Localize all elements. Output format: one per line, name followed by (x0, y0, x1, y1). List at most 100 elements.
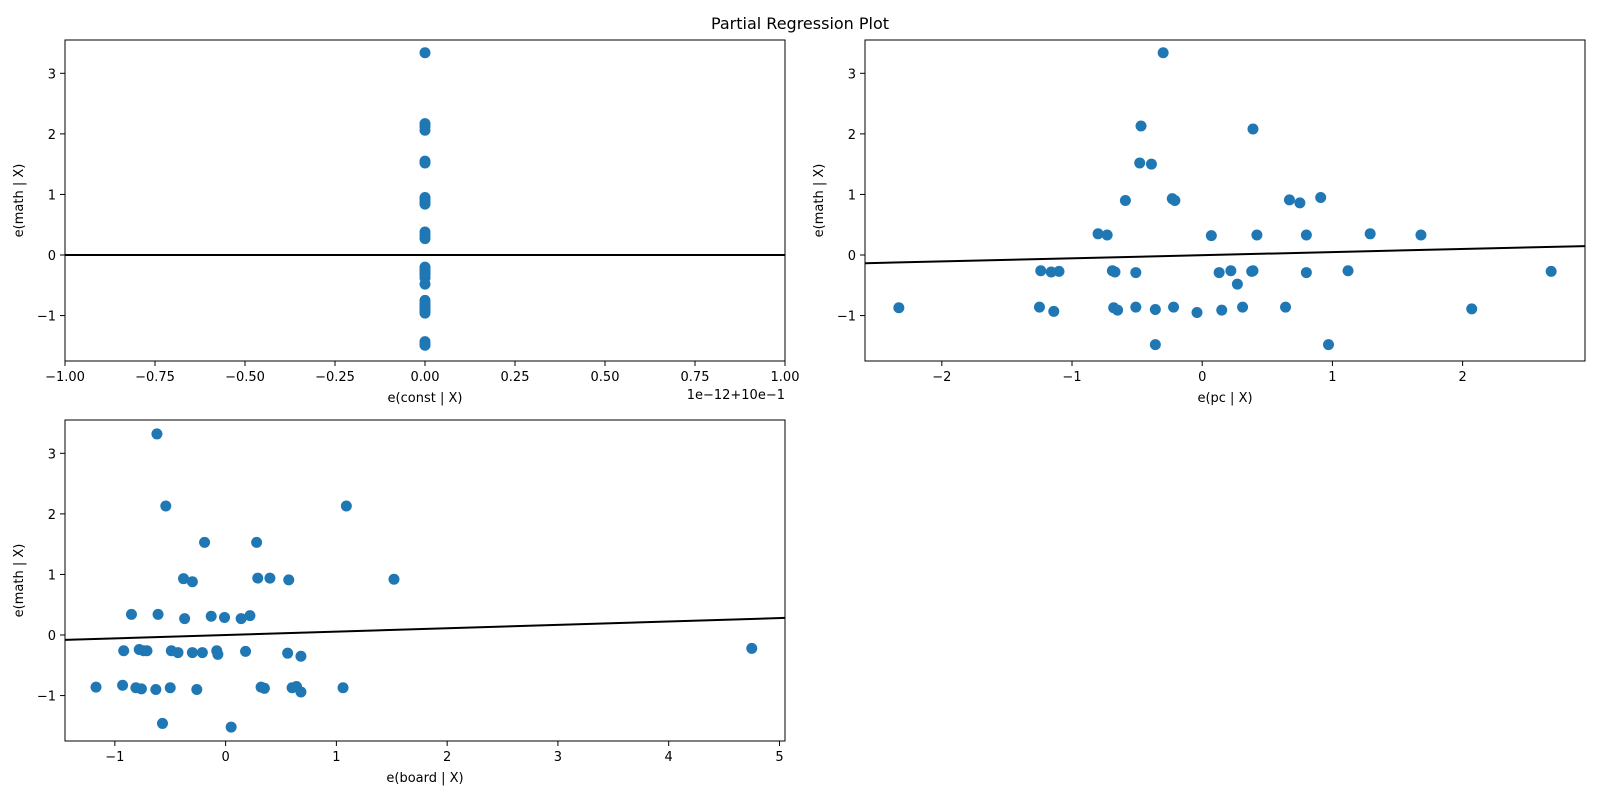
data-point (1134, 157, 1146, 169)
data-point (1112, 304, 1124, 316)
y-tick-label: 1 (848, 188, 856, 203)
data-point (1415, 229, 1427, 241)
data-point (235, 613, 247, 625)
data-point (1216, 304, 1228, 316)
x-tick-label: 5 (775, 750, 783, 765)
data-point (419, 47, 431, 59)
data-point (340, 500, 352, 512)
data-point (893, 302, 905, 314)
data-point (1205, 230, 1217, 242)
data-point (90, 681, 102, 693)
data-point (219, 611, 231, 623)
data-point (125, 608, 137, 620)
data-point (295, 686, 307, 698)
x-tick-label: 1 (1328, 370, 1336, 385)
data-point (1545, 265, 1557, 277)
data-point (117, 679, 129, 691)
x-offset-text: 1e−12+10e−1 (687, 388, 785, 403)
x-tick-label: −2 (932, 370, 951, 385)
data-point (337, 682, 349, 694)
data-point (746, 642, 758, 654)
data-point (1149, 339, 1161, 351)
x-tick-label: −1 (1062, 370, 1081, 385)
data-point (1231, 278, 1243, 290)
data-point (1315, 191, 1327, 203)
y-tick-label: −1 (837, 310, 856, 325)
data-point (419, 233, 431, 245)
axes-frame (864, 39, 1586, 362)
data-point (1101, 229, 1113, 241)
x-tick-label: 4 (665, 750, 673, 765)
y-tick-label: 3 (848, 67, 856, 82)
data-point (240, 645, 252, 657)
data-point (1323, 339, 1335, 351)
fit-line (865, 245, 1585, 265)
data-point (388, 573, 400, 585)
y-tick-label: 1 (48, 568, 56, 583)
x-tick-label: 0.50 (591, 370, 620, 385)
y-tick-label: 2 (848, 128, 856, 143)
data-point (152, 608, 164, 620)
data-point (160, 500, 172, 512)
data-point (264, 572, 276, 584)
data-point (156, 717, 168, 729)
data-point (179, 613, 191, 625)
y-tick-label: 0 (48, 249, 56, 264)
x-tick-label: 2 (1458, 370, 1466, 385)
y-tick-label: 2 (48, 128, 56, 143)
axes-frame (64, 419, 786, 742)
data-point (178, 573, 190, 585)
y-axis-label: e(math | X) (812, 164, 827, 238)
x-tick-label: 1.00 (771, 370, 800, 385)
data-point (419, 267, 431, 279)
x-tick-label: 3 (554, 750, 562, 765)
data-point (1237, 301, 1249, 313)
data-point (1283, 194, 1295, 206)
data-point (1109, 266, 1121, 278)
y-axis-label: e(math | X) (12, 544, 27, 618)
data-point (141, 645, 153, 657)
data-point (1364, 228, 1376, 240)
data-point (251, 536, 263, 548)
x-tick-label: −0.75 (135, 370, 175, 385)
x-tick-label: 0 (1198, 370, 1206, 385)
y-tick-label: −1 (37, 690, 56, 705)
data-point (186, 576, 198, 588)
x-axis-label: e(const | X) (388, 391, 463, 406)
data-point (196, 647, 208, 659)
x-tick-label: 0 (221, 750, 229, 765)
data-point (1048, 305, 1060, 317)
data-point (191, 684, 203, 696)
data-point (1300, 229, 1312, 241)
data-point (151, 428, 163, 440)
x-tick-label: 0.00 (411, 370, 440, 385)
data-point (205, 610, 217, 622)
data-point (1225, 265, 1237, 277)
y-tick-label: 0 (848, 249, 856, 264)
x-tick-label: −0.50 (225, 370, 265, 385)
x-tick-label: −1 (105, 750, 124, 765)
data-point (186, 647, 198, 659)
data-point (135, 683, 147, 695)
data-point (1213, 267, 1225, 279)
data-point (1130, 301, 1142, 313)
data-point (258, 682, 270, 694)
scatter-points (893, 47, 1557, 351)
data-point (225, 721, 237, 733)
data-point (172, 647, 184, 659)
data-point (419, 198, 431, 210)
data-point (1033, 301, 1045, 313)
data-point (1466, 303, 1478, 315)
data-point (295, 650, 307, 662)
data-point (1145, 158, 1157, 170)
data-point (419, 307, 431, 319)
data-point (1300, 267, 1312, 279)
figure-title: Partial Regression Plot (711, 14, 889, 33)
data-point (282, 647, 294, 659)
data-point (419, 124, 431, 136)
y-tick-label: 0 (48, 629, 56, 644)
data-point (419, 339, 431, 351)
subplot-board: −1 0 1 2 3 4 5 −1 0 1 2 3 e(board | X) e(math | X) (12, 419, 786, 786)
data-point (1169, 195, 1181, 206)
